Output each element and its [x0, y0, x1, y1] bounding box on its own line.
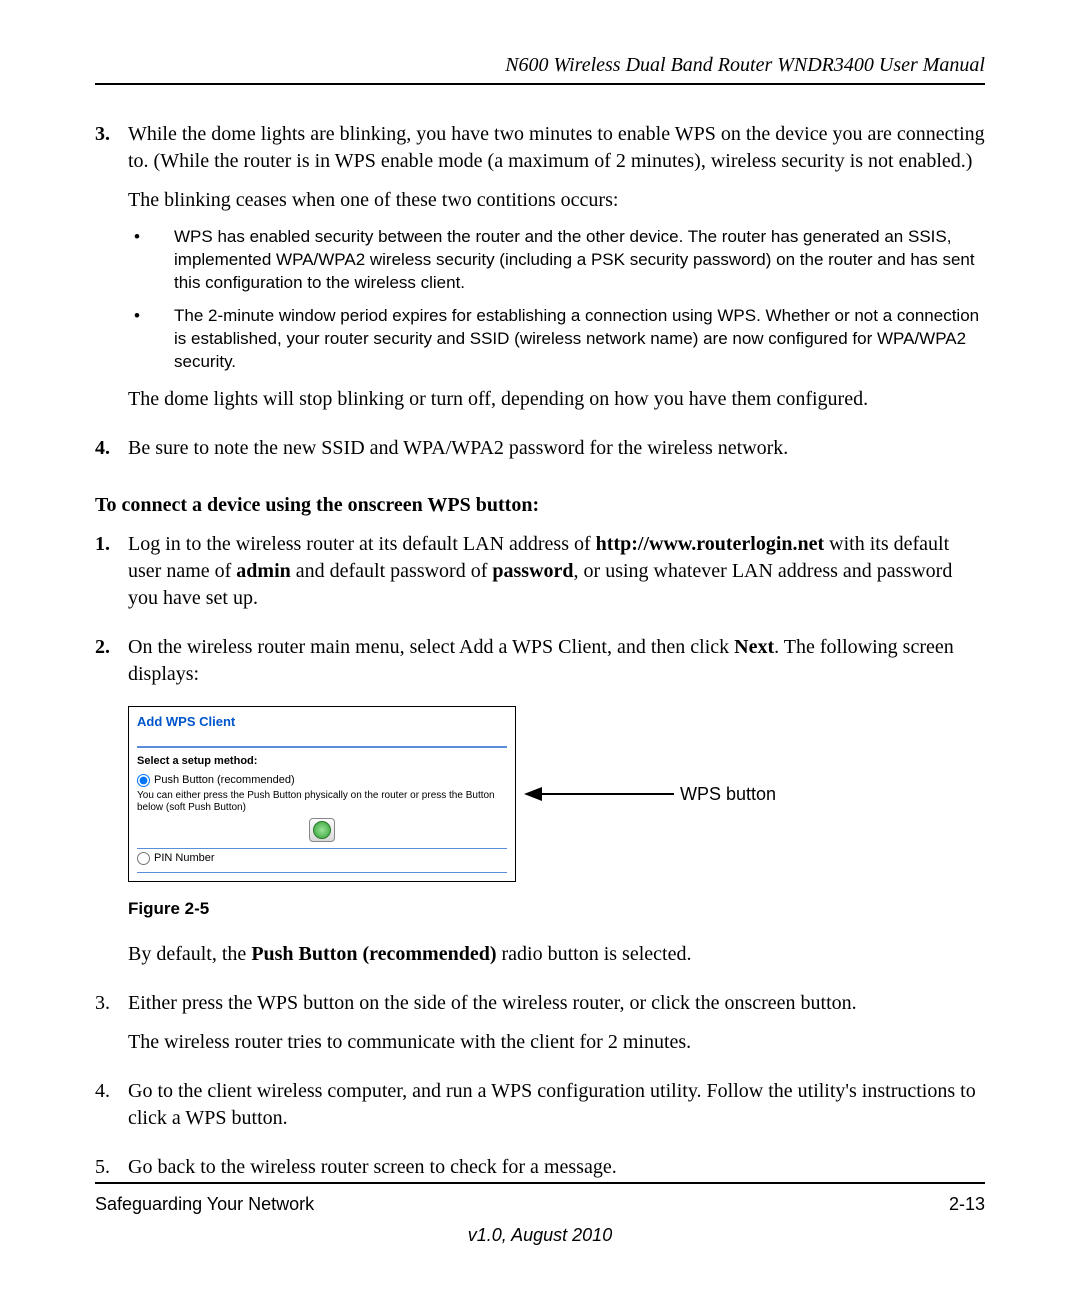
wps-icon: [313, 821, 331, 839]
radio-row-push-button: Push Button (recommended): [137, 773, 507, 788]
figure-divider: [137, 848, 507, 849]
para: On the wireless router main menu, select…: [128, 634, 985, 688]
item-body: Go to the client wireless computer, and …: [128, 1078, 985, 1144]
para: Go to the client wireless computer, and …: [128, 1078, 985, 1132]
list-item-1: 1. Log in to the wireless router at its …: [95, 531, 985, 624]
push-button-radio[interactable]: [137, 774, 150, 787]
text: By default, the: [128, 943, 251, 965]
text: Log in to the wireless router at its def…: [128, 533, 596, 555]
bold-text: password: [492, 560, 573, 582]
para: Either press the WPS button on the side …: [128, 990, 985, 1017]
item-number: 4.: [95, 1078, 128, 1144]
list-item-3b: 3. Either press the WPS button on the si…: [95, 990, 985, 1068]
para: Be sure to note the new SSID and WPA/WPA…: [128, 435, 985, 462]
para: By default, the Push Button (recommended…: [128, 941, 985, 968]
bullet-text: The 2-minute window period expires for e…: [174, 305, 985, 374]
section-heading: To connect a device using the onscreen W…: [95, 494, 985, 517]
callout-label: WPS button: [680, 782, 776, 806]
item-body: On the wireless router main menu, select…: [128, 634, 985, 980]
para: While the dome lights are blinking, you …: [128, 121, 985, 175]
footer-rule: [95, 1182, 985, 1184]
list-item-3: 3. While the dome lights are blinking, y…: [95, 121, 985, 425]
item-body: While the dome lights are blinking, you …: [128, 121, 985, 425]
figure-divider: [137, 746, 507, 748]
callout-arrow-icon: [524, 784, 674, 804]
figure-callout: WPS button: [524, 782, 776, 806]
text: and default password of: [291, 560, 493, 582]
text: On the wireless router main menu, select…: [128, 636, 734, 658]
para: The wireless router tries to communicate…: [128, 1029, 985, 1056]
main-list-b: 1. Log in to the wireless router at its …: [95, 531, 985, 980]
figure-screenshot: Add WPS Client Select a setup method: Pu…: [128, 706, 516, 882]
bold-text: Next: [734, 636, 774, 658]
pin-number-radio[interactable]: [137, 852, 150, 865]
para: The blinking ceases when one of these tw…: [128, 187, 985, 214]
sub-bullet: • WPS has enabled security between the r…: [128, 226, 985, 295]
list-item-4: 4. Be sure to note the new SSID and WPA/…: [95, 435, 985, 474]
figure-divider: [137, 872, 507, 873]
main-list-a: 3. While the dome lights are blinking, y…: [95, 121, 985, 474]
wps-button-row: [137, 818, 507, 842]
item-body: Be sure to note the new SSID and WPA/WPA…: [128, 435, 985, 474]
bold-text: http://www.routerlogin.net: [596, 533, 825, 555]
item-number: 1.: [95, 531, 128, 624]
item-number: 3.: [95, 990, 128, 1068]
sub-bullet-list: • WPS has enabled security between the r…: [128, 226, 985, 374]
item-body: Either press the WPS button on the side …: [128, 990, 985, 1068]
radio-row-pin: PIN Number: [137, 851, 507, 866]
bullet-dot-icon: •: [128, 226, 174, 295]
list-item-2: 2. On the wireless router main menu, sel…: [95, 634, 985, 980]
wps-soft-button[interactable]: [309, 818, 335, 842]
list-item-4b: 4. Go to the client wireless computer, a…: [95, 1078, 985, 1144]
figure-title: Add WPS Client: [137, 713, 507, 731]
item-body: Log in to the wireless router at its def…: [128, 531, 985, 624]
figure-caption: Figure 2-5: [128, 898, 985, 921]
radio-label: Push Button (recommended): [154, 773, 295, 788]
item-number: 3.: [95, 121, 128, 425]
footer-version: v1.0, August 2010: [95, 1225, 985, 1246]
bullet-dot-icon: •: [128, 305, 174, 374]
page-footer: Safeguarding Your Network 2-13 v1.0, Aug…: [95, 1174, 985, 1246]
footer-row: Safeguarding Your Network 2-13: [95, 1194, 985, 1215]
figure-wrap: Add WPS Client Select a setup method: Pu…: [128, 706, 985, 882]
footer-section-title: Safeguarding Your Network: [95, 1194, 314, 1215]
radio-label: PIN Number: [154, 851, 215, 866]
figure-subheading: Select a setup method:: [137, 754, 507, 769]
text: radio button is selected.: [497, 943, 692, 965]
item-number: 4.: [95, 435, 128, 474]
sub-bullet: • The 2-minute window period expires for…: [128, 305, 985, 374]
page-header: N600 Wireless Dual Band Router WNDR3400 …: [95, 54, 985, 85]
bold-text: Push Button (recommended): [251, 943, 496, 965]
main-list-c: 3. Either press the WPS button on the si…: [95, 990, 985, 1193]
figure-note: You can either press the Push Button phy…: [137, 790, 507, 814]
item-number: 2.: [95, 634, 128, 980]
bullet-text: WPS has enabled security between the rou…: [174, 226, 985, 295]
bold-text: admin: [236, 560, 290, 582]
page: N600 Wireless Dual Band Router WNDR3400 …: [0, 0, 1080, 1296]
header-title: N600 Wireless Dual Band Router WNDR3400 …: [505, 54, 985, 76]
para: Log in to the wireless router at its def…: [128, 531, 985, 612]
para: The dome lights will stop blinking or tu…: [128, 386, 985, 413]
footer-page-number: 2-13: [949, 1194, 985, 1215]
